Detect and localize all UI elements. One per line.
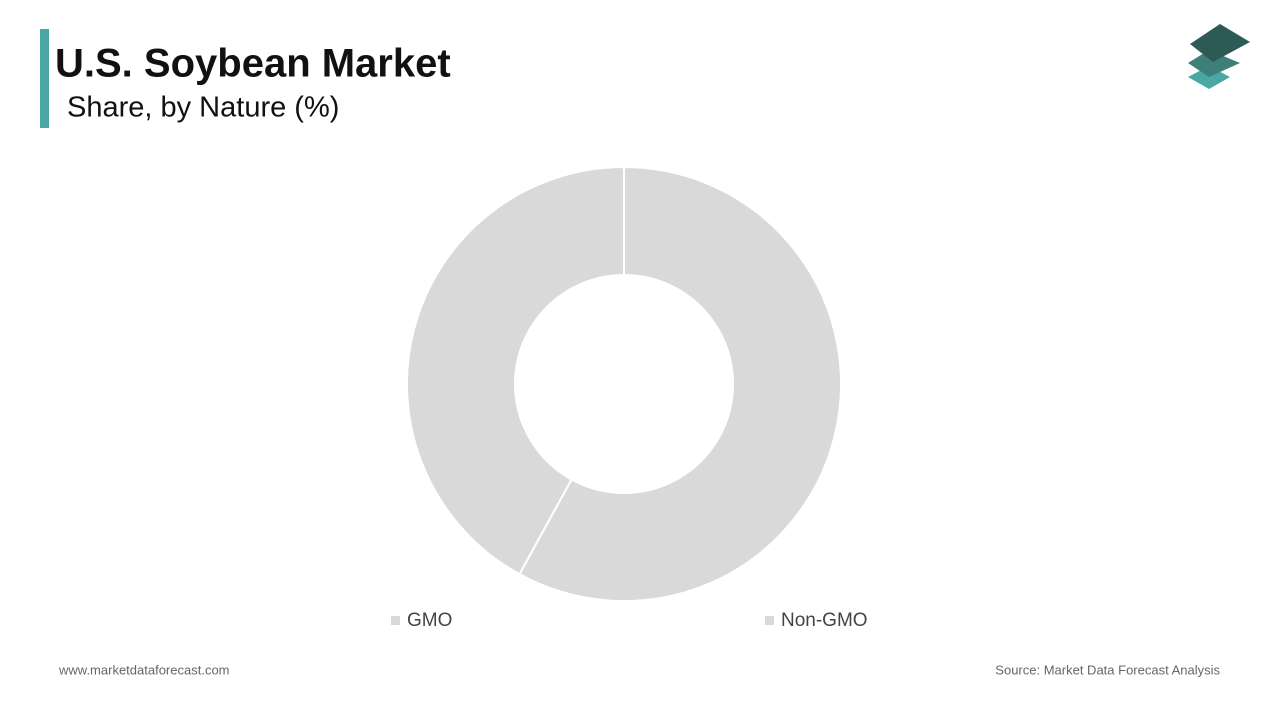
chart-title: U.S. Soybean Market bbox=[55, 42, 451, 86]
legend-label: GMO bbox=[407, 610, 452, 631]
legend-swatch bbox=[391, 616, 400, 625]
donut-segment bbox=[405, 165, 625, 576]
chart-subtitle: Share, by Nature (%) bbox=[67, 92, 339, 124]
website: www.marketdataforecast.com bbox=[58, 662, 230, 677]
source: Source: Market Data Forecast Analysis bbox=[995, 662, 1220, 677]
logo bbox=[1188, 24, 1250, 89]
title-accent bbox=[40, 29, 49, 128]
legend-swatch bbox=[765, 616, 774, 625]
legend-label: Non-GMO bbox=[781, 610, 868, 631]
donut-segment bbox=[518, 165, 842, 602]
